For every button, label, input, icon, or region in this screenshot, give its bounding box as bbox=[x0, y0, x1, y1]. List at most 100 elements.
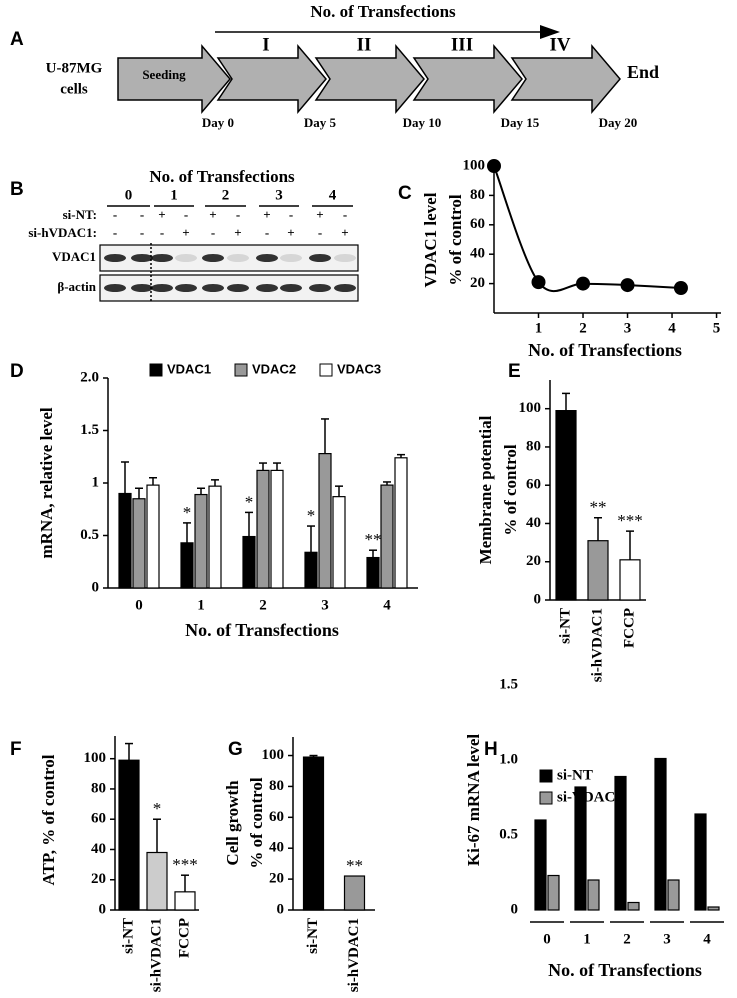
y-axis-label: Cell growth bbox=[223, 780, 242, 866]
bar bbox=[242, 535, 256, 589]
y-tick-label: 0.5 bbox=[499, 826, 518, 842]
legend-swatch bbox=[149, 363, 163, 377]
panel-label: F bbox=[10, 739, 22, 760]
error-bar bbox=[197, 487, 205, 495]
step-label: III bbox=[451, 34, 473, 55]
legend-swatch bbox=[539, 769, 553, 783]
significance: * bbox=[307, 506, 316, 525]
bar bbox=[146, 851, 168, 911]
timeline-arrow bbox=[510, 43, 621, 115]
panel-label: C bbox=[398, 183, 412, 204]
bar bbox=[587, 540, 609, 601]
bar bbox=[194, 493, 208, 589]
legend-swatch bbox=[234, 363, 248, 377]
bar bbox=[332, 496, 346, 589]
day-label: Day 10 bbox=[403, 115, 442, 130]
sign: + bbox=[316, 207, 323, 222]
panel-label: H bbox=[484, 739, 498, 760]
x-tick-label: si-hVDAC1 bbox=[148, 918, 164, 992]
day-label: Day 15 bbox=[501, 115, 540, 130]
error-bar bbox=[594, 516, 602, 541]
error-bar bbox=[369, 549, 377, 558]
y-tick-label: 0 bbox=[534, 591, 542, 607]
error-bar bbox=[309, 754, 318, 758]
bar bbox=[380, 484, 394, 589]
x-tick-label: 4 bbox=[668, 320, 676, 336]
timeline-arrow bbox=[216, 43, 327, 115]
bar bbox=[667, 879, 680, 911]
group-label: 3 bbox=[275, 187, 283, 203]
sign: - bbox=[160, 225, 164, 240]
error-bar bbox=[273, 462, 281, 471]
bar bbox=[270, 469, 284, 589]
bar bbox=[614, 775, 627, 911]
sign: - bbox=[318, 225, 322, 240]
error-bar bbox=[321, 418, 329, 454]
band bbox=[256, 284, 278, 292]
y-tick-label: 20 bbox=[91, 871, 106, 887]
panel-label: A bbox=[10, 29, 24, 50]
band bbox=[151, 284, 173, 292]
significance: *** bbox=[617, 511, 643, 530]
y-tick-label: 0 bbox=[99, 901, 107, 917]
band bbox=[131, 254, 153, 262]
y-axis-label: % of control bbox=[247, 777, 266, 869]
blot-label: β-actin bbox=[57, 279, 96, 294]
y-tick-label: 1.5 bbox=[80, 422, 99, 438]
x-axis-label: No. of Transfections bbox=[528, 340, 682, 360]
y-tick-label: 0 bbox=[92, 579, 100, 595]
band bbox=[227, 284, 249, 292]
y-tick-label: 60 bbox=[91, 811, 106, 827]
blot-label: VDAC1 bbox=[52, 249, 96, 264]
y-axis-label: Membrane potential bbox=[476, 415, 495, 564]
error-bar bbox=[211, 479, 219, 487]
group-label: 1 bbox=[170, 187, 178, 203]
error-bar bbox=[125, 742, 133, 761]
arrow-title: No. of Transfections bbox=[310, 2, 456, 21]
error-bar bbox=[121, 461, 129, 494]
error-bar bbox=[135, 487, 143, 499]
bar bbox=[343, 875, 366, 911]
x-tick-label: 1 bbox=[583, 931, 591, 947]
day-label: Day 20 bbox=[599, 115, 638, 130]
y-tick-label: 40 bbox=[269, 840, 284, 856]
band bbox=[309, 254, 331, 262]
sign: + bbox=[234, 225, 241, 240]
bar bbox=[208, 485, 222, 589]
x-tick-label: FCCP bbox=[176, 918, 192, 958]
significance: *** bbox=[172, 855, 198, 874]
end-label: End bbox=[627, 62, 659, 82]
error-bar bbox=[562, 392, 570, 411]
band bbox=[151, 254, 173, 262]
bar bbox=[574, 786, 587, 911]
error-bar bbox=[383, 481, 391, 486]
legend-label: VDAC2 bbox=[252, 361, 296, 376]
sign: - bbox=[140, 207, 144, 222]
sign: + bbox=[263, 207, 270, 222]
x-tick-label: 2 bbox=[259, 597, 267, 613]
y-tick-label: 40 bbox=[526, 515, 541, 531]
blot-title: No. of Transfections bbox=[149, 167, 295, 186]
row-label: si-NT: bbox=[63, 207, 97, 222]
x-tick-label: 1 bbox=[197, 597, 205, 613]
x-tick-label: 3 bbox=[321, 597, 329, 613]
legend-label: VDAC3 bbox=[337, 361, 381, 376]
x-tick-label: 4 bbox=[383, 597, 391, 613]
bar bbox=[694, 813, 707, 911]
y-tick-label: 80 bbox=[269, 778, 284, 794]
legend-label: VDAC1 bbox=[167, 361, 211, 376]
panel-label: D bbox=[10, 361, 24, 382]
x-axis-label: No. of Transfections bbox=[185, 620, 339, 640]
bar bbox=[118, 492, 132, 589]
band bbox=[175, 284, 197, 292]
sign: - bbox=[211, 225, 215, 240]
error-bar bbox=[307, 525, 315, 553]
x-tick-label: 4 bbox=[703, 931, 711, 947]
bar bbox=[302, 756, 325, 911]
timeline-arrow bbox=[117, 43, 231, 115]
data-point bbox=[576, 276, 591, 291]
x-tick-label: 2 bbox=[623, 931, 631, 947]
sign: - bbox=[140, 225, 144, 240]
sign: - bbox=[113, 207, 117, 222]
significance: * bbox=[183, 503, 192, 522]
